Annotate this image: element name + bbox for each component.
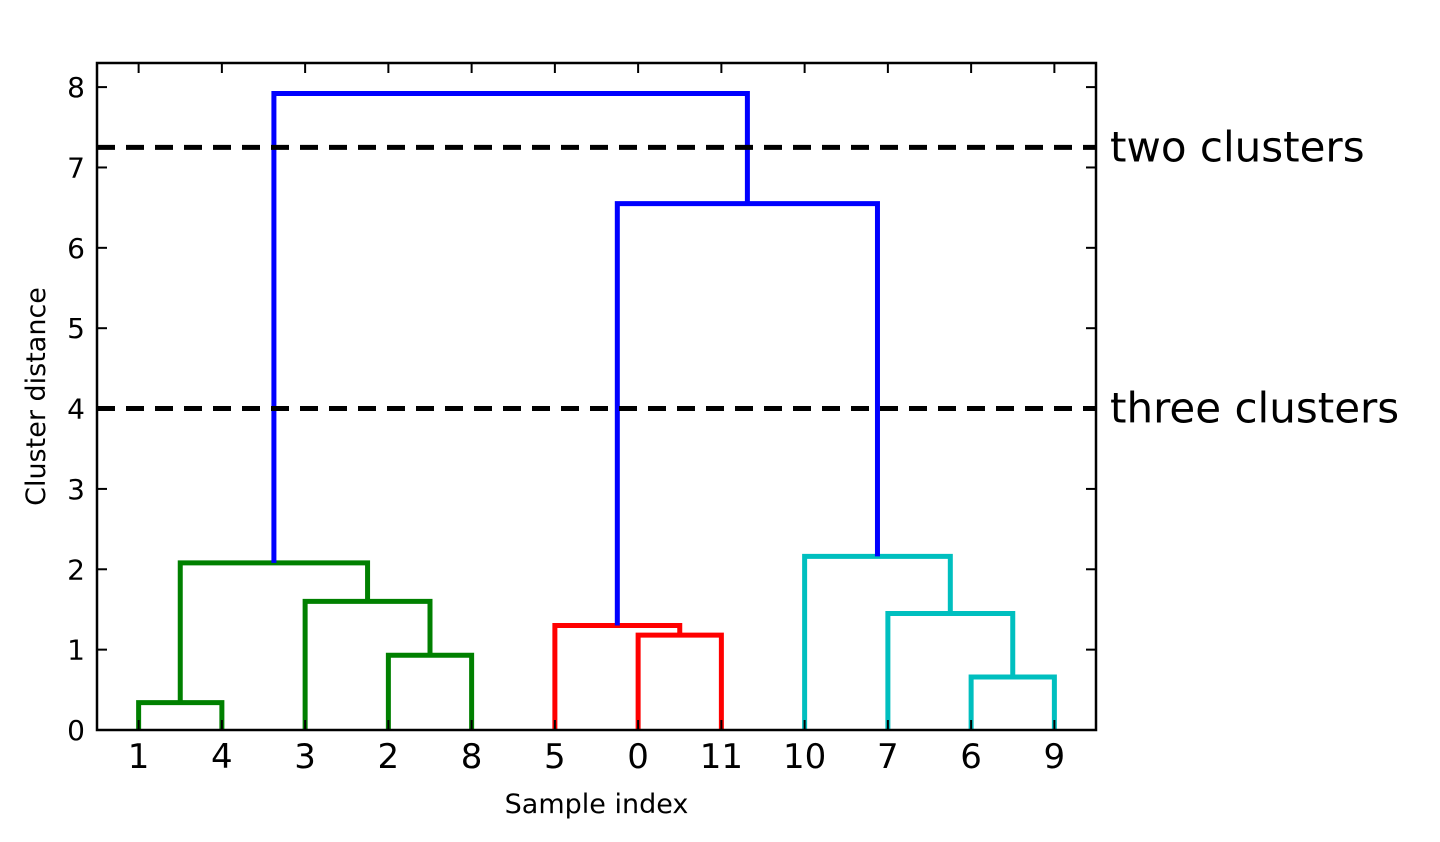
- x-tick-label: 0: [627, 737, 649, 777]
- link-g1: [136, 700, 225, 730]
- link-r2: [552, 623, 683, 730]
- y-tick-label: 2: [67, 553, 85, 586]
- y-tick-label: 4: [67, 393, 85, 426]
- x-tick-label: 5: [544, 737, 566, 777]
- y-tick-label: 6: [67, 232, 85, 265]
- link-b1: [614, 201, 880, 626]
- link-g4: [177, 560, 371, 703]
- ticks-layer: 0 1 2 3 4 5 6 7 8 1 4 3 2 8 5 0 11 10 7 6 9: [67, 63, 1096, 777]
- link-g2: [385, 652, 475, 730]
- cut-line-label-1: three clusters: [1110, 384, 1399, 433]
- links-layer: [136, 91, 1057, 730]
- link-g3: [302, 598, 433, 730]
- x-tick-label: 8: [461, 737, 483, 777]
- link-r1: [635, 632, 724, 730]
- plot-frame: [95, 61, 1098, 732]
- y-tick-label: 1: [67, 634, 85, 667]
- x-tick-label: 2: [378, 737, 400, 777]
- x-tick-label: 3: [294, 737, 316, 777]
- x-tick-label: 11: [700, 737, 743, 777]
- y-tick-label: 0: [67, 714, 85, 747]
- link-b2: [271, 91, 750, 563]
- x-tick-label: 6: [960, 737, 982, 777]
- y-tick-label: 3: [67, 473, 85, 506]
- x-tick-label: 9: [1044, 737, 1066, 777]
- y-axis-label: Cluster distance: [21, 287, 52, 506]
- cut-lines-layer: two clusters three clusters: [97, 122, 1399, 433]
- y-tick-label: 5: [67, 312, 85, 345]
- x-axis-label: Sample index: [505, 789, 689, 820]
- x-tick-label: 1: [128, 737, 150, 777]
- link-c1: [968, 674, 1057, 730]
- cut-line-label-0: two clusters: [1110, 122, 1365, 171]
- link-c3: [802, 553, 953, 730]
- link-c2: [885, 610, 1016, 730]
- x-tick-label: 10: [783, 737, 826, 777]
- y-tick-label: 7: [67, 151, 85, 184]
- x-tick-label: 4: [211, 737, 233, 777]
- y-tick-label: 8: [67, 71, 85, 104]
- x-tick-label: 7: [877, 737, 899, 777]
